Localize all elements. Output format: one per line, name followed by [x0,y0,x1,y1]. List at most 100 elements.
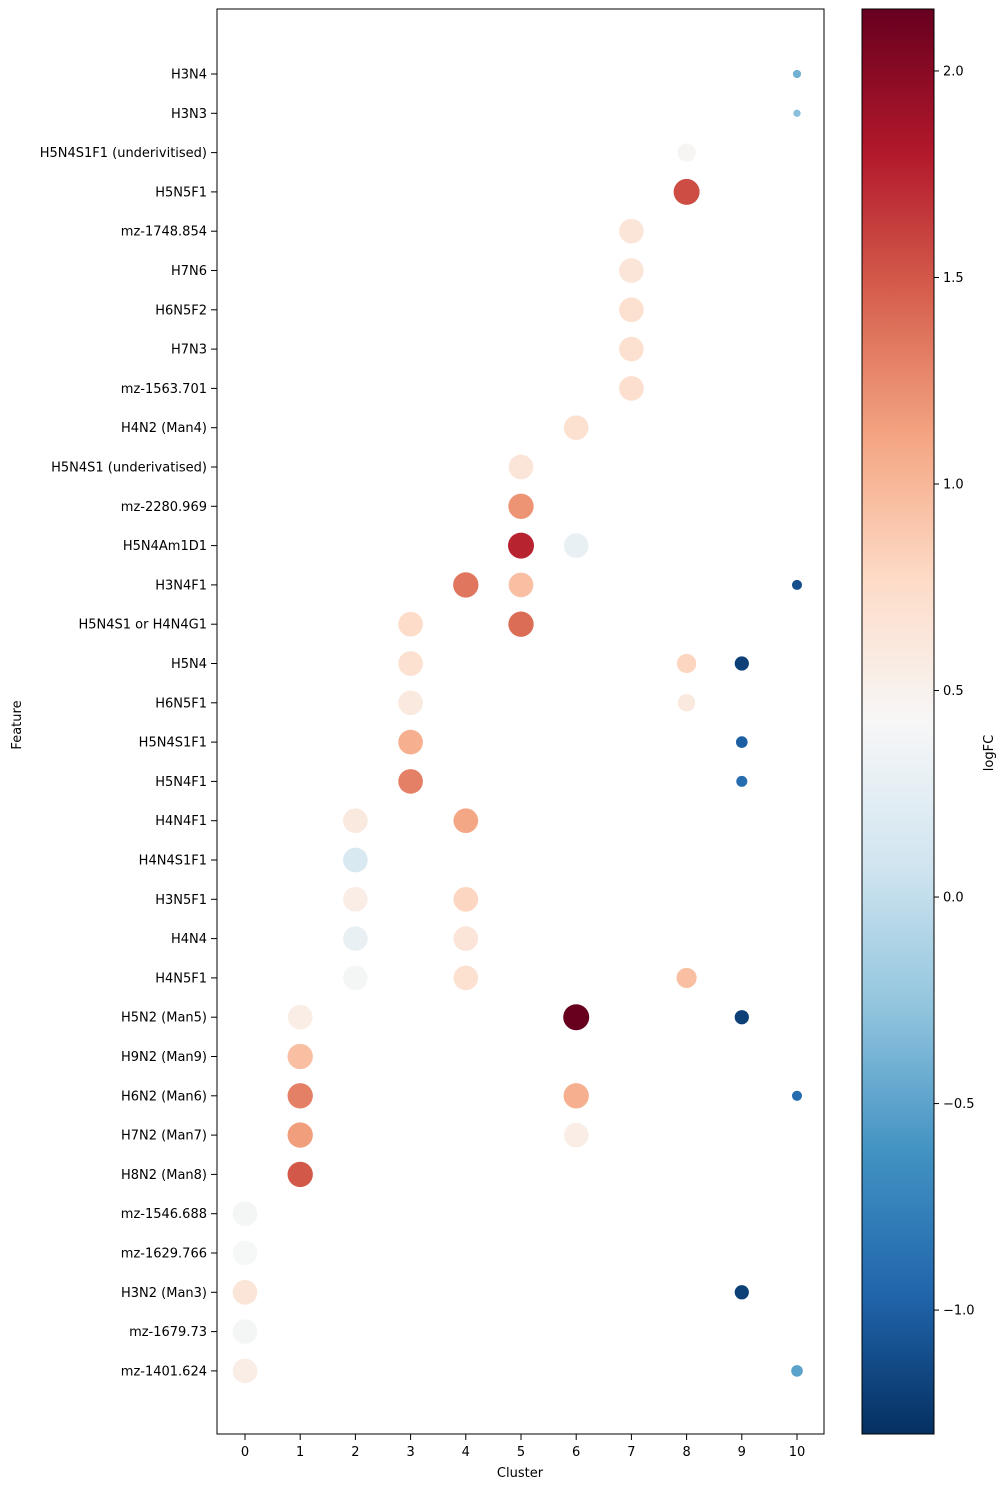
y-tick-label: H5N4Am1D1 [123,539,207,554]
data-point [232,1201,258,1227]
data-point [619,336,644,362]
data-point [736,775,748,787]
y-tick-label: H8N2 (Man8) [121,1168,207,1183]
y-axis-title: Feature [10,700,25,749]
y-tick-label: H7N2 (Man7) [121,1129,207,1144]
y-tick-label: H7N6 [171,264,207,279]
colorbar-tick-label: 1.5 [943,271,964,286]
data-point [398,651,423,676]
data-point [398,690,423,716]
data-point [343,965,368,991]
data-point [563,1004,590,1031]
y-tick-label: mz-1401.624 [121,1364,207,1379]
data-point [791,579,803,590]
data-point [619,218,644,244]
y-tick-label: H3N4F1 [155,578,207,593]
x-tick-label: 1 [296,1445,304,1460]
x-axis: 0 1 2 3 4 5 6 7 8 9 10 [241,1434,805,1460]
data-point [508,611,534,637]
data-point [287,1083,313,1109]
data-point [734,1010,749,1025]
y-tick-label: H3N2 (Man3) [121,1286,207,1301]
data-point [735,736,748,748]
data-point [232,1358,258,1384]
data-point [791,1090,803,1101]
y-tick-label: H6N5F1 [155,696,207,711]
y-axis: H3N4 H3N3 H5N4S1F1 (underivitised) H5N5F1 mz… [40,68,217,1379]
data-point [398,729,423,755]
x-tick-label: 5 [517,1445,525,1460]
data-point [563,533,589,558]
y-tick-label: mz-1679.73 [129,1325,207,1340]
x-axis-title: Cluster [497,1466,544,1481]
y-tick-label: H6N5F2 [155,303,207,318]
y-tick-label: mz-1629.766 [121,1247,207,1262]
data-point [563,1122,589,1148]
colorbar-tick-label: 1.0 [943,478,964,493]
data-point [398,611,423,637]
x-tick-label: 7 [627,1445,635,1460]
data-point [232,1319,258,1344]
x-tick-label: 0 [241,1445,249,1460]
data-point [508,454,534,480]
x-tick-label: 10 [789,1445,806,1460]
y-tick-label: H7N3 [171,343,207,358]
colorbar-tick-label: −0.5 [943,1097,975,1112]
data-point [677,694,696,712]
y-tick-label: H5N4 [171,657,207,672]
y-tick-label: H5N4S1F1 (underivitised) [40,146,207,161]
data-point [508,493,534,519]
y-tick-label: mz-1546.688 [121,1207,207,1222]
data-point [343,926,368,951]
y-tick-label: H4N4S1F1 [139,854,207,869]
y-tick-label: H5N2 (Man5) [121,1011,207,1026]
x-tick-label: 8 [682,1445,690,1460]
data-point [453,808,479,834]
y-tick-label: H4N2 (Man4) [121,421,207,436]
x-tick-label: 6 [572,1445,580,1460]
data-point [563,415,589,441]
y-tick-label: H5N4S1F1 [139,736,207,751]
x-tick-label: 2 [351,1445,359,1460]
data-point [453,965,479,991]
plot-area-frame [216,8,825,1435]
data-point [453,572,479,598]
data-point [676,967,697,988]
y-tick-label: H4N4F1 [155,814,207,829]
colorbar-tick-label: 2.0 [943,64,964,79]
colorbar-tick-label: 0.0 [943,891,964,906]
data-point [792,69,802,79]
y-tick-label: H6N2 (Man6) [121,1089,207,1104]
x-tick-label: 4 [462,1445,470,1460]
data-point [287,1043,313,1070]
y-tick-label: H5N4F1 [155,775,207,790]
y-tick-label: H5N4S1 (underivatised) [51,461,207,476]
y-tick-label: H4N4 [171,932,207,947]
y-tick-label: H5N4S1 or H4N4G1 [78,618,207,633]
colorbar [861,8,935,1435]
y-tick-label: mz-1748.854 [121,225,207,240]
data-point [287,1004,313,1030]
data-point [343,847,368,873]
data-point [343,808,368,834]
data-point [676,653,697,674]
data-point [287,1122,313,1148]
data-point [563,1083,589,1109]
data-point [453,926,479,951]
colorbar-label: logFC [982,735,997,771]
data-point [673,178,700,205]
y-tick-label: mz-1563.701 [121,382,207,397]
data-point [508,572,534,598]
y-tick-label: H3N3 [171,107,207,122]
data-point [677,143,696,162]
data-point [619,297,644,323]
colorbar-tick-label: −1.0 [943,1304,975,1319]
data-point [343,886,368,912]
data-point [793,109,801,117]
data-point [619,258,644,283]
data-point [453,886,479,912]
y-tick-label: H9N2 (Man9) [121,1050,207,1065]
data-point [232,1279,258,1305]
data-point [508,532,534,559]
